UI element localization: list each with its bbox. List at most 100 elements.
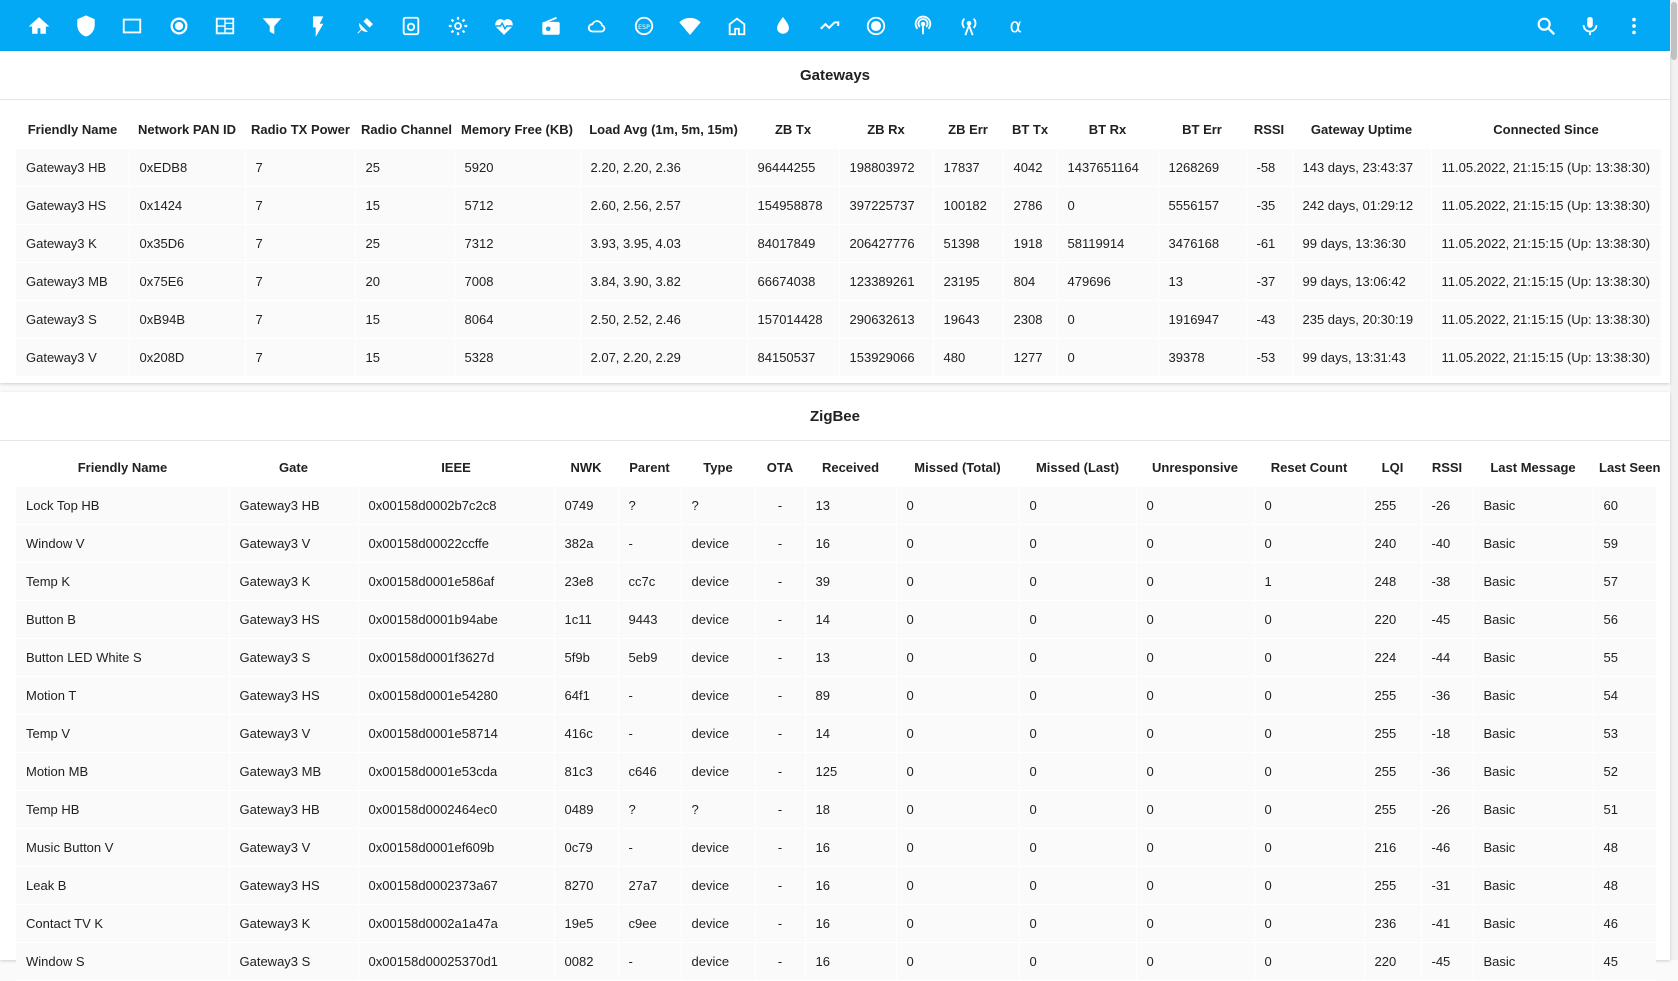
table-cell: 5920 — [453, 148, 580, 187]
water-drop-icon[interactable] — [760, 0, 807, 51]
table-row[interactable]: Gateway3 MB 0x75E6 7 20 7008 3.84, 3.90, 3.82… — [16, 262, 1661, 301]
table-cell: -45 — [1420, 600, 1473, 639]
gateways-column-header[interactable]: Radio TX Power — [251, 122, 350, 137]
wifi-lock-icon[interactable] — [667, 0, 714, 51]
table-cell: 1918 — [1002, 224, 1057, 263]
table-row[interactable]: Motion T Gateway3 HS 0x00158d0001e54280 64f… — [16, 676, 1656, 715]
flash-icon[interactable] — [295, 0, 342, 51]
table-row[interactable]: Button B Gateway3 HS 0x00158d0001b94abe 1c1… — [16, 600, 1656, 639]
gear-icon[interactable] — [435, 0, 482, 51]
zigbee-column-header[interactable]: Friendly Name — [77, 460, 168, 475]
gateways-column-header[interactable]: Memory Free (KB) — [461, 122, 573, 137]
table-row[interactable]: Music Button V Gateway3 V 0x00158d0001ef60… — [16, 828, 1656, 867]
table-row[interactable]: Window V Gateway3 V 0x00158d00022ccffe 382a… — [16, 524, 1656, 563]
table-cell: Motion T — [16, 676, 229, 715]
table-cell: 804 — [1002, 262, 1057, 301]
table-cell: 0 — [1018, 486, 1136, 525]
podcast-icon[interactable] — [900, 0, 947, 51]
zigbee-column-header[interactable]: Type — [703, 460, 733, 475]
satellite-dish-icon[interactable] — [342, 0, 389, 51]
gateways-column-header[interactable]: Gateway Uptime — [1310, 122, 1413, 137]
filter-icon[interactable] — [249, 0, 296, 51]
table-row[interactable]: Window S Gateway3 S 0x00158d00025370d1 0082… — [16, 942, 1656, 981]
shield-icon[interactable] — [63, 0, 110, 51]
table-row[interactable]: Leak B Gateway3 HS 0x00158d0002373a67 8270 2… — [16, 866, 1656, 905]
table-cell: 0c79 — [553, 828, 618, 867]
table-cell: 8270 — [553, 866, 618, 905]
camera-document-icon[interactable] — [388, 0, 435, 51]
table-row[interactable]: Lock Top HB Gateway3 HB 0x00158d0002b7c2c8… — [16, 486, 1656, 525]
table-row[interactable]: Gateway3 HB 0xEDB8 7 25 5920 2.20, 2.20, 2.36… — [16, 148, 1661, 187]
search-icon[interactable] — [1524, 0, 1568, 51]
table-row[interactable]: Temp HB Gateway3 HB 0x00158d0002464ec0 0489… — [16, 790, 1656, 829]
table-cell: 0xEDB8 — [128, 148, 245, 187]
zigbee-column-header[interactable]: Parent — [629, 460, 670, 475]
toolbar-actions — [1524, 0, 1670, 51]
cloud-icon[interactable] — [574, 0, 621, 51]
zigbee-card-title: ZigBee — [0, 392, 1670, 441]
table-row[interactable]: Gateway3 HS 0x1424 7 15 5712 2.60, 2.56, 2.57… — [16, 186, 1661, 225]
gateways-column-header[interactable]: BT Rx — [1088, 122, 1127, 137]
table-row[interactable]: Gateway3 K 0x35D6 7 25 7312 3.93, 3.95, 4.03 8… — [16, 224, 1661, 263]
zigbee-column-header[interactable]: Missed (Total) — [914, 460, 1001, 475]
gateways-column-header[interactable]: ZB Rx — [867, 122, 905, 137]
zigbee-column-header[interactable]: IEEE — [441, 460, 471, 475]
zigbee-column-header[interactable]: Missed (Last) — [1035, 460, 1120, 475]
zigbee-column-header[interactable]: Unresponsive — [1152, 460, 1238, 475]
zigbee-column-header[interactable]: Last Seen — [1599, 460, 1661, 475]
gateways-column-header[interactable]: BT Tx — [1011, 122, 1049, 137]
antenna-icon[interactable] — [946, 0, 993, 51]
zigbee-column-header[interactable]: NWK — [570, 460, 602, 475]
table-cell: 255 — [1363, 486, 1421, 525]
table-cell: Gateway3 V — [16, 338, 129, 377]
table-row[interactable]: Contact TV K Gateway3 K 0x00158d0002a1a47a… — [16, 904, 1656, 943]
home-icon[interactable] — [16, 0, 63, 51]
gateways-column-header[interactable]: Network PAN ID — [138, 122, 236, 137]
microphone-icon[interactable] — [1568, 0, 1612, 51]
table-cell: 0 — [1253, 524, 1364, 563]
gateways-column-header[interactable]: Load Avg (1m, 5m, 15m) — [589, 122, 738, 137]
table-cell: -38 — [1420, 562, 1473, 601]
esp-icon[interactable]: ESP — [621, 0, 668, 51]
table-cell: 0749 — [553, 486, 618, 525]
table-row[interactable]: Button LED White S Gateway3 S 0x00158d0001… — [16, 638, 1656, 677]
home-outline-icon[interactable] — [714, 0, 761, 51]
table-cell: 0 — [1018, 562, 1136, 601]
table-row[interactable]: Gateway3 S 0xB94B 7 15 8064 2.50, 2.52, 2.46 1… — [16, 300, 1661, 339]
gateways-column-header[interactable]: BT Err — [1182, 122, 1222, 137]
table-cell: Gateway3 V — [228, 524, 358, 563]
more-vertical-icon[interactable] — [1612, 0, 1656, 51]
table-row[interactable]: Gateway3 V 0x208D 7 15 5328 2.07, 2.20, 2.29 8… — [16, 338, 1661, 377]
zigbee-column-header[interactable]: LQI — [1381, 460, 1404, 475]
square-icon[interactable] — [109, 0, 156, 51]
zigbee-column-header[interactable]: Received — [821, 460, 880, 475]
radio-icon[interactable] — [528, 0, 575, 51]
table-cell: 99 days, 13:06:42 — [1291, 262, 1431, 301]
table-cell: 5556157 — [1157, 186, 1246, 225]
record-icon[interactable] — [156, 0, 203, 51]
table-cell: 27a7 — [617, 866, 681, 905]
radiobox-icon[interactable] — [853, 0, 900, 51]
signal-toggle-icon[interactable] — [807, 0, 854, 51]
table-cell: 84017849 — [746, 224, 839, 263]
gateways-column-header[interactable]: ZB Tx — [774, 122, 812, 137]
zigbee-column-header[interactable]: Gate — [279, 460, 308, 475]
gateways-column-header[interactable]: Connected Since — [1493, 122, 1599, 137]
gateways-column-header[interactable]: Friendly Name — [27, 122, 118, 137]
table-row[interactable]: Motion MB Gateway3 MB 0x00158d0001e53cda 81… — [16, 752, 1656, 791]
zigbee-column-header[interactable]: OTA — [766, 460, 794, 475]
view-dashboard-icon[interactable] — [202, 0, 249, 51]
table-row[interactable]: Temp V Gateway3 V 0x00158d0001e58714 416c - d… — [16, 714, 1656, 753]
zigbee-column-header[interactable]: RSSI — [1431, 460, 1463, 475]
gateways-column-header[interactable]: ZB Err — [948, 122, 988, 137]
zigbee-column-header[interactable]: Last Message — [1490, 460, 1576, 475]
gateways-column-header[interactable]: Radio Channel — [361, 122, 453, 137]
gateways-column-header[interactable]: RSSI — [1253, 122, 1285, 137]
heart-pulse-icon[interactable] — [481, 0, 528, 51]
alpha-icon[interactable]: α — [993, 0, 1040, 51]
page-scrollbar[interactable] — [1670, 0, 1678, 960]
zigbee-column-header[interactable]: Reset Count — [1270, 460, 1348, 475]
table-cell: - — [754, 524, 805, 563]
scrollbar-thumb[interactable] — [1671, 2, 1677, 60]
table-row[interactable]: Temp K Gateway3 K 0x00158d0001e586af 23e8 cc… — [16, 562, 1656, 601]
